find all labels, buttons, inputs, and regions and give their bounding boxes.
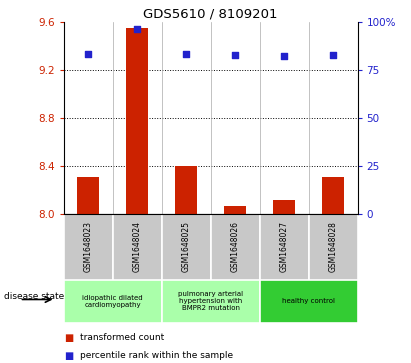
Title: GDS5610 / 8109201: GDS5610 / 8109201 (143, 8, 278, 21)
Bar (126, 28, 148, 214)
Text: GSM1648025: GSM1648025 (182, 221, 191, 272)
Point (281, 53, 287, 59)
Text: GSM1648024: GSM1648024 (133, 221, 142, 272)
Text: pulmonary arterial
hypertension with
BMPR2 mutation: pulmonary arterial hypertension with BMP… (178, 291, 243, 311)
Bar (64, 214, 113, 280)
Text: GSM1648028: GSM1648028 (328, 221, 337, 272)
Bar (175, 166, 197, 214)
Bar (322, 177, 344, 214)
Point (232, 53, 238, 58)
Text: idiopathic dilated
cardiomyopathy: idiopathic dilated cardiomyopathy (82, 295, 143, 308)
Point (85, 52, 92, 57)
Bar (273, 200, 295, 214)
Bar (162, 214, 211, 280)
Point (330, 53, 336, 58)
Point (134, 26, 141, 32)
Bar (211, 214, 260, 280)
Bar (162, 280, 260, 323)
Text: GSM1648026: GSM1648026 (231, 221, 240, 272)
Bar (113, 214, 162, 280)
Text: healthy control: healthy control (282, 298, 335, 304)
Bar (224, 206, 246, 214)
Text: GSM1648023: GSM1648023 (84, 221, 93, 272)
Text: ■: ■ (64, 351, 73, 361)
Point (183, 50, 189, 56)
Text: transformed count: transformed count (80, 333, 164, 342)
Bar (260, 214, 309, 280)
Bar (64, 280, 162, 323)
Bar (309, 214, 358, 280)
Bar (260, 280, 358, 323)
Text: ■: ■ (64, 333, 73, 343)
Text: percentile rank within the sample: percentile rank within the sample (80, 351, 233, 360)
Text: disease state: disease state (4, 292, 65, 301)
Bar (77, 177, 99, 214)
Text: GSM1648027: GSM1648027 (279, 221, 289, 272)
